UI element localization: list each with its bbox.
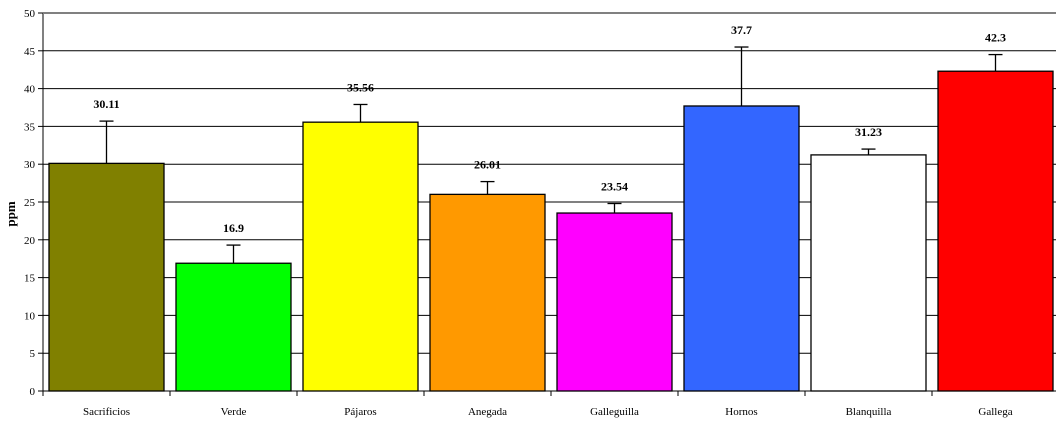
x-tick-label: Pájaros <box>344 406 376 418</box>
data-labels: 30.11 16.9 35.56 26.01 23.54 37.7 31.23 42.3 <box>93 23 1006 235</box>
y-tick-label: 30 <box>24 159 36 171</box>
bar-sacrificios <box>48 162 165 392</box>
y-tick-label: 0 <box>30 386 36 398</box>
bar-blanquilla <box>810 154 927 392</box>
bars <box>48 70 1054 392</box>
y-tick-label: 45 <box>24 46 36 58</box>
y-tick-label: 25 <box>24 197 36 209</box>
error-bars <box>99 46 1003 264</box>
data-label: 23.54 <box>601 180 628 194</box>
data-label: 42.3 <box>985 31 1006 45</box>
y-tick-label: 10 <box>24 310 36 322</box>
x-tick-label: Blanquilla <box>846 406 892 418</box>
data-label: 37.7 <box>731 23 752 37</box>
bar-verde <box>175 262 292 392</box>
bar-galleguilla <box>556 212 673 392</box>
data-label: 31.23 <box>855 125 882 139</box>
data-label: 16.9 <box>223 221 244 235</box>
data-label: 30.11 <box>93 97 119 111</box>
x-tick-label: Anegada <box>468 406 507 418</box>
data-label: 35.56 <box>347 80 374 94</box>
y-tick-label: 15 <box>24 273 36 285</box>
y-tick-label: 5 <box>30 348 36 360</box>
x-tick-label: Sacrificios <box>83 406 130 418</box>
x-axis: Sacrificios Verde Pájaros Anegada Galleguill… <box>42 390 1056 418</box>
y-axis: 0 5 10 15 20 25 30 35 40 45 50 <box>24 8 1056 398</box>
y-tick-label: 50 <box>24 8 36 20</box>
y-axis-label: ppm <box>3 201 18 226</box>
x-tick-label: Galleguilla <box>590 406 639 418</box>
y-tick-label: 20 <box>24 235 36 247</box>
y-tick-label: 35 <box>24 121 36 133</box>
data-label: 26.01 <box>474 158 501 172</box>
x-tick-label: Hornos <box>725 406 757 418</box>
x-tick-label: Verde <box>221 406 247 418</box>
x-tick-label: Gallega <box>978 406 1012 418</box>
bar-hornos <box>683 105 800 392</box>
bar-gallega <box>937 70 1054 392</box>
y-tick-label: 40 <box>24 84 36 96</box>
bar-anegada <box>429 193 546 392</box>
bar-p-jaros <box>302 121 419 392</box>
